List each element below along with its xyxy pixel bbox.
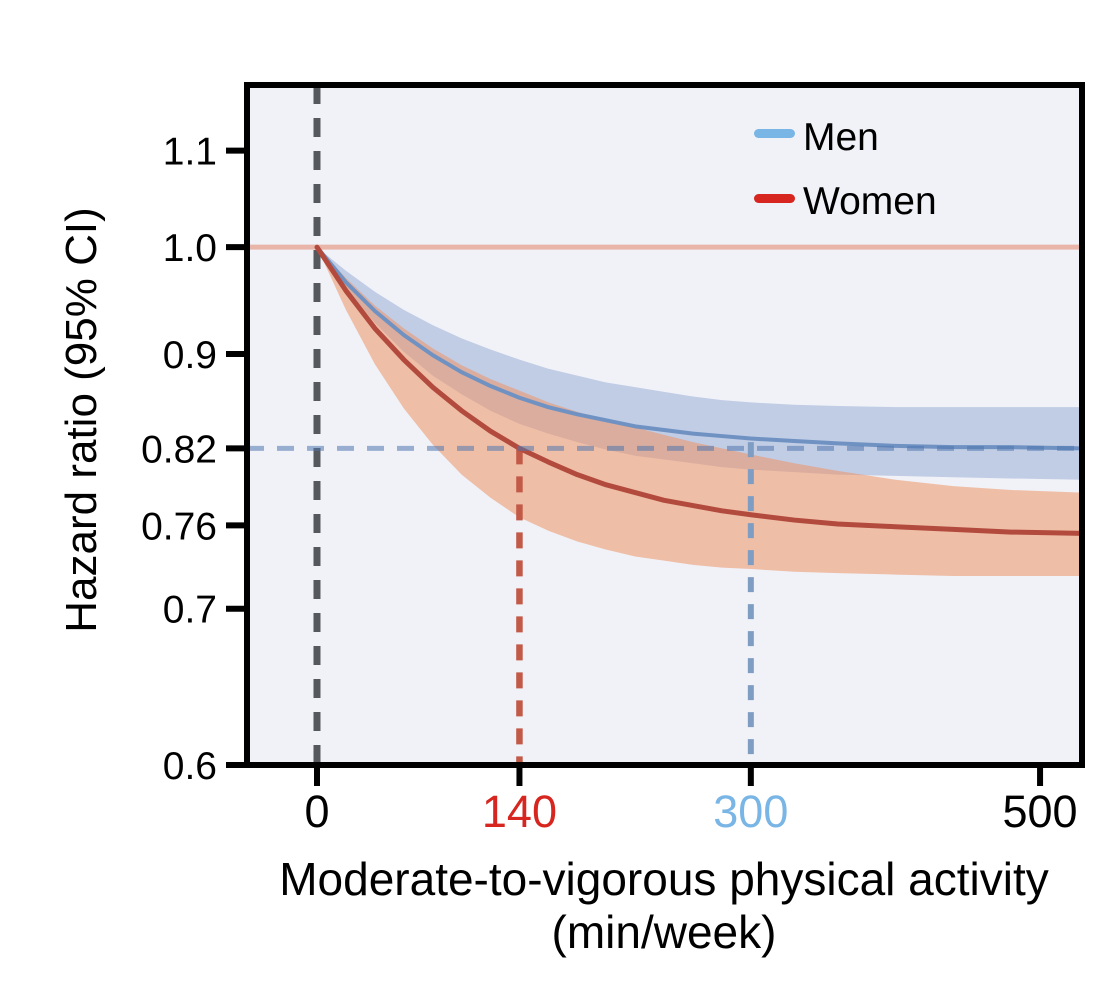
women-ci-band <box>316 247 1082 576</box>
x-axis-title-line2: (min/week) <box>552 906 777 958</box>
y-tick-label-1.1: 1.1 <box>163 131 217 174</box>
plot-frame-layer <box>244 82 1085 768</box>
men-curve <box>314 245 1082 451</box>
x-tick-label-0: 0 <box>304 786 329 837</box>
y-tick-label-0.76: 0.76 <box>141 505 217 548</box>
axis-ticks-layer: 1.1 1.0 0.9 0.82 0.76 0.7 0.6 0 140 300 500 <box>141 131 1078 837</box>
legend: Men Women <box>754 116 937 223</box>
x-tick-label-140: 140 <box>482 786 557 837</box>
y-axis-title: Hazard ratio (95% CI) <box>57 207 106 632</box>
curves-layer <box>314 244 1082 536</box>
legend-women-label: Women <box>803 180 937 223</box>
men-ci-band <box>316 247 1082 480</box>
legend-women-swatch <box>754 194 795 203</box>
x-axis-title-line1: Moderate-to-vigorous physical activity <box>279 853 1049 905</box>
legend-men-swatch <box>754 129 795 138</box>
reference-lines-layer <box>247 85 1082 765</box>
x-tick-label-500: 500 <box>1003 786 1078 837</box>
legend-men-label: Men <box>803 116 879 159</box>
confidence-bands-layer <box>316 247 1082 576</box>
y-tick-label-0.6: 0.6 <box>163 745 217 788</box>
women-curve <box>314 244 1082 536</box>
y-tick-label-0.82: 0.82 <box>141 428 217 471</box>
y-tick-label-0.9: 0.9 <box>163 334 217 377</box>
y-tick-label-0.7: 0.7 <box>163 589 217 632</box>
plot-frame <box>244 82 1085 768</box>
y-tick-label-1.0: 1.0 <box>163 227 217 270</box>
x-tick-label-300: 300 <box>713 786 788 837</box>
